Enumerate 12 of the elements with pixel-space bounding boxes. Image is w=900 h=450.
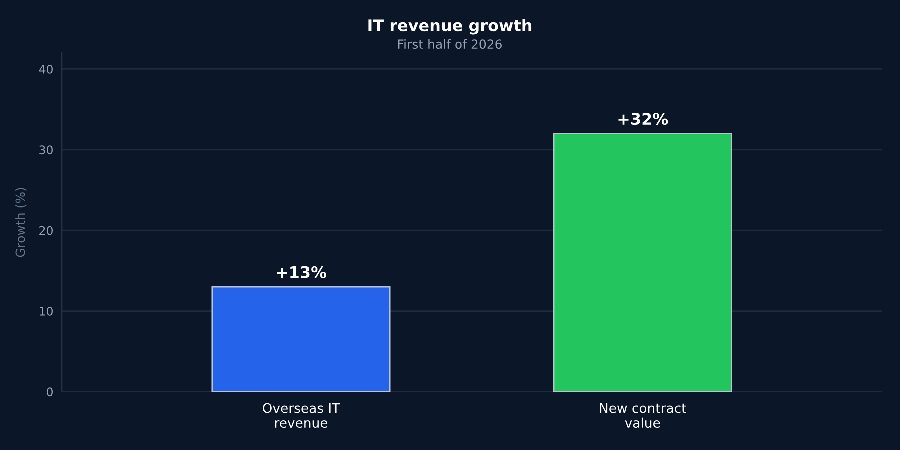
data-label: +13%	[277, 266, 327, 278]
chart-title: IT revenue growth	[368, 19, 532, 35]
y-tick-label: 10	[40, 306, 53, 316]
y-tick-label: 0	[47, 388, 53, 397]
y-tick-label: 20	[40, 226, 53, 236]
x-tick-label: New contract value	[600, 403, 686, 428]
x-tick-label: Overseas IT revenue	[263, 403, 340, 428]
chart-subtitle: First half of 2026	[398, 39, 502, 50]
y-axis-title: Growth (%)	[16, 188, 27, 258]
data-label: +32%	[618, 113, 668, 126]
y-tick-label: 40	[39, 64, 53, 74]
y-tick-label: 30	[40, 146, 53, 155]
